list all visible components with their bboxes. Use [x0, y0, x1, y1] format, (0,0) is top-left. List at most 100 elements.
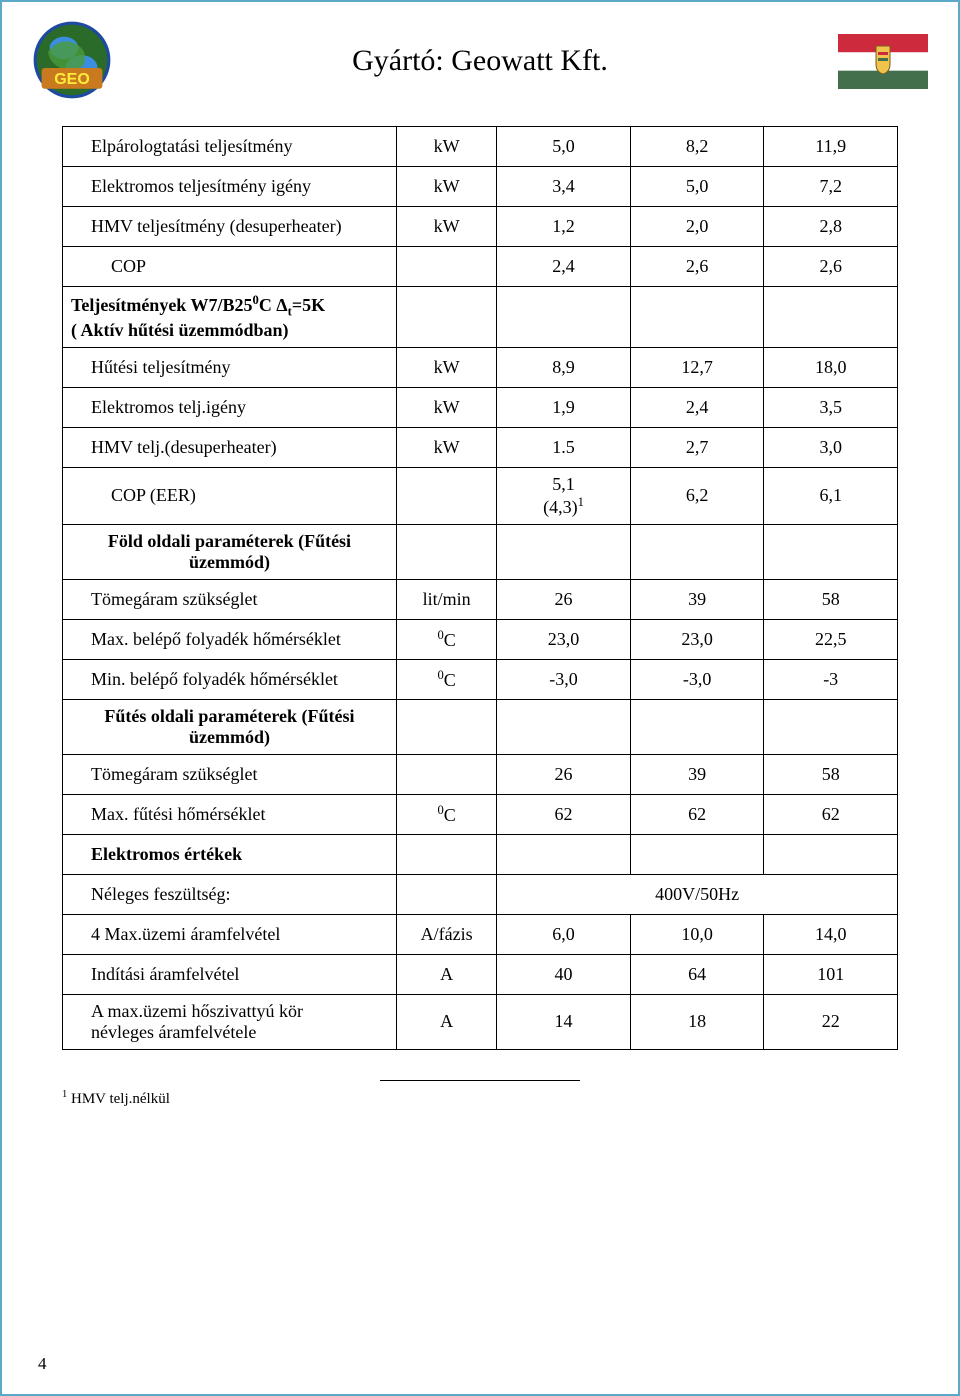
table-row: HMV telj.(desuperheater)kW1.52,73,0 — [63, 427, 898, 467]
table-row: 4 Max.üzemi áramfelvételA/fázis6,010,014… — [63, 914, 898, 954]
row-value: 6,0 — [497, 914, 631, 954]
empty-cell — [764, 287, 898, 348]
row-label: Max. fűtési hőmérséklet — [63, 794, 397, 834]
table-row: Elpárologtatási teljesítménykW5,08,211,9 — [63, 127, 898, 167]
row-unit: kW — [397, 167, 497, 207]
header: GEO Gyártó: Geowatt Kft. — [62, 26, 898, 116]
row-unit — [397, 874, 497, 914]
table-row: Min. belépő folyadék hőmérséklet0C-3,0-3… — [63, 659, 898, 699]
table-row: A max.üzemi hőszivattyú körnévleges áram… — [63, 994, 898, 1049]
row-label: Elpárologtatási teljesítmény — [63, 127, 397, 167]
empty-cell — [397, 524, 497, 579]
footnote: 1 HMV telj.nélkül — [62, 1089, 898, 1108]
row-value: 22,5 — [764, 619, 898, 659]
row-value: 26 — [497, 579, 631, 619]
row-value: -3,0 — [497, 659, 631, 699]
row-value: 8,9 — [497, 347, 631, 387]
table-row: Max. belépő folyadék hőmérséklet0C23,023… — [63, 619, 898, 659]
table-row: Tömegáram szükségletlit/min263958 — [63, 579, 898, 619]
table-row: Elektromos telj.igénykW1,92,43,5 — [63, 387, 898, 427]
empty-cell — [397, 699, 497, 754]
row-label: COP — [63, 247, 397, 287]
row-value: 2,7 — [630, 427, 764, 467]
empty-cell — [397, 834, 497, 874]
table-row: Teljesítmények W7/B250C Δt=5K( Aktív hűt… — [63, 287, 898, 348]
footnote-separator — [380, 1080, 580, 1081]
row-value: 58 — [764, 754, 898, 794]
row-label: Tömegáram szükséglet — [63, 579, 397, 619]
row-value: 64 — [630, 954, 764, 994]
row-label: Elektromos teljesítmény igény — [63, 167, 397, 207]
row-value: 39 — [630, 754, 764, 794]
row-value: 23,0 — [630, 619, 764, 659]
row-value: 23,0 — [497, 619, 631, 659]
row-value: 39 — [630, 579, 764, 619]
row-label: Néleges feszültség: — [63, 874, 397, 914]
row-value: 2,6 — [630, 247, 764, 287]
row-value: 7,2 — [764, 167, 898, 207]
row-value: 2,6 — [764, 247, 898, 287]
page-number: 4 — [38, 1354, 47, 1374]
row-unit: lit/min — [397, 579, 497, 619]
page: GEO Gyártó: Geowatt Kft. Elpárologtatási… — [0, 0, 960, 1396]
table-row: Elektromos teljesítmény igénykW3,45,07,2 — [63, 167, 898, 207]
table-row: Max. fűtési hőmérséklet0C626262 — [63, 794, 898, 834]
row-value: 26 — [497, 754, 631, 794]
table-row: Tömegáram szükséglet 263958 — [63, 754, 898, 794]
row-label: Tömegáram szükséglet — [63, 754, 397, 794]
row-value: 2,8 — [764, 207, 898, 247]
table-row: Néleges feszültség:400V/50Hz — [63, 874, 898, 914]
row-value: 8,2 — [630, 127, 764, 167]
row-label: Fűtés oldali paraméterek (Fűtésiüzemmód) — [63, 699, 397, 754]
row-value: 58 — [764, 579, 898, 619]
row-value: 11,9 — [764, 127, 898, 167]
row-label: COP (EER) — [63, 467, 397, 524]
empty-cell — [497, 287, 631, 348]
empty-cell — [630, 524, 764, 579]
row-label: Max. belépő folyadék hőmérséklet — [63, 619, 397, 659]
row-label: Elektromos telj.igény — [63, 387, 397, 427]
row-value: 5,0 — [497, 127, 631, 167]
empty-cell — [497, 834, 631, 874]
footnote-text: HMV telj.nélkül — [71, 1091, 170, 1107]
row-value: 6,2 — [630, 467, 764, 524]
empty-cell — [630, 699, 764, 754]
empty-cell — [764, 699, 898, 754]
row-unit: kW — [397, 347, 497, 387]
empty-cell — [397, 287, 497, 348]
geowatt-logo: GEO — [32, 20, 112, 100]
table-row: Fűtés oldali paraméterek (Fűtésiüzemmód) — [63, 699, 898, 754]
empty-cell — [764, 834, 898, 874]
row-unit: kW — [397, 207, 497, 247]
row-unit — [397, 754, 497, 794]
row-value: 18 — [630, 994, 764, 1049]
row-unit: A — [397, 954, 497, 994]
row-value: 22 — [764, 994, 898, 1049]
row-value: 1.5 — [497, 427, 631, 467]
row-value: 2,4 — [497, 247, 631, 287]
footnote-marker: 1 — [62, 1089, 67, 1100]
hungary-flag-icon — [838, 34, 928, 89]
row-value: 2,0 — [630, 207, 764, 247]
page-title: Gyártó: Geowatt Kft. — [62, 26, 898, 78]
row-value: 18,0 — [764, 347, 898, 387]
table-row: Hűtési teljesítménykW8,912,718,0 — [63, 347, 898, 387]
row-label: A max.üzemi hőszivattyú körnévleges áram… — [63, 994, 397, 1049]
row-value: 10,0 — [630, 914, 764, 954]
row-label: Min. belépő folyadék hőmérséklet — [63, 659, 397, 699]
table-row: HMV teljesítmény (desuperheater)kW1,22,0… — [63, 207, 898, 247]
row-label: HMV telj.(desuperheater) — [63, 427, 397, 467]
empty-cell — [497, 699, 631, 754]
row-value: 5,1(4,3)1 — [497, 467, 631, 524]
row-unit: A/fázis — [397, 914, 497, 954]
row-value: -3,0 — [630, 659, 764, 699]
row-value: 40 — [497, 954, 631, 994]
row-label: Teljesítmények W7/B250C Δt=5K( Aktív hűt… — [63, 287, 397, 348]
row-value: 1,9 — [497, 387, 631, 427]
row-value: 6,1 — [764, 467, 898, 524]
row-label: Elektromos értékek — [63, 834, 397, 874]
table-row: Indítási áramfelvételA4064101 — [63, 954, 898, 994]
row-value: 3,5 — [764, 387, 898, 427]
spec-table: Elpárologtatási teljesítménykW5,08,211,9… — [62, 126, 898, 1050]
row-value: 12,7 — [630, 347, 764, 387]
